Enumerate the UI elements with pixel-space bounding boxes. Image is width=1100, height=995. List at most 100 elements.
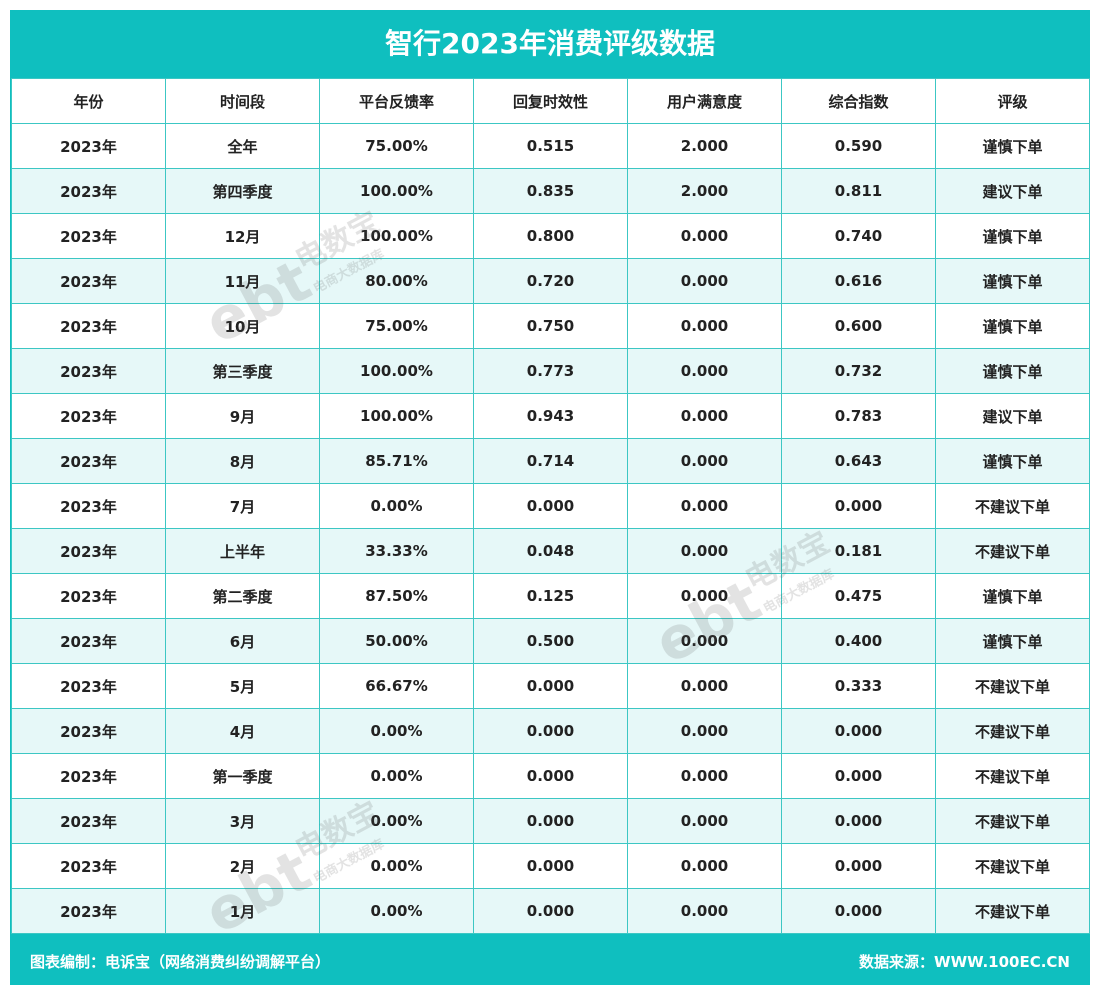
table-cell: 0.000: [627, 258, 782, 304]
column-header: 综合指数: [781, 78, 936, 124]
table-cell: 2023年: [11, 258, 166, 304]
table-cell: 87.50%: [319, 573, 474, 619]
table-cell: 0.000: [781, 753, 936, 799]
table-cell: 4月: [165, 708, 320, 754]
table-cell: 8月: [165, 438, 320, 484]
table-cell: 不建议下单: [935, 483, 1090, 529]
table-cell: 0.00%: [319, 888, 474, 934]
table-cell: 0.000: [473, 708, 628, 754]
table-cell: 0.000: [781, 483, 936, 529]
table-cell: 0.000: [627, 618, 782, 664]
table-cell: 7月: [165, 483, 320, 529]
table-cell: 不建议下单: [935, 843, 1090, 889]
table-row: 2023年 8月 85.71% 0.714 0.000 0.643 谨慎下单: [11, 438, 1090, 484]
table-header-row: 年份 时间段 平台反馈率 回复时效性 用户满意度 综合指数 评级: [11, 78, 1090, 124]
table-cell: 不建议下单: [935, 708, 1090, 754]
table-row: 2023年 11月 80.00% 0.720 0.000 0.616 谨慎下单: [11, 258, 1090, 304]
table-cell: 谨慎下单: [935, 348, 1090, 394]
table-cell: 0.048: [473, 528, 628, 574]
table-cell: 2023年: [11, 213, 166, 259]
table-cell: 85.71%: [319, 438, 474, 484]
footer-source: 数据来源：WWW.100EC.CN: [859, 953, 1070, 971]
table-cell: 0.800: [473, 213, 628, 259]
footer-credit: 图表编制：电诉宝（网络消费纠纷调解平台）: [30, 953, 331, 971]
table-cell: 80.00%: [319, 258, 474, 304]
table-cell: 0.000: [627, 888, 782, 934]
table-cell: 2023年: [11, 438, 166, 484]
column-header: 平台反馈率: [319, 78, 474, 124]
table-cell: 0.475: [781, 573, 936, 619]
column-header: 评级: [935, 78, 1090, 124]
table-cell: 75.00%: [319, 303, 474, 349]
column-header: 时间段: [165, 78, 320, 124]
table-cell: 0.720: [473, 258, 628, 304]
table-cell: 6月: [165, 618, 320, 664]
table-cell: 不建议下单: [935, 798, 1090, 844]
table-row: 2023年 10月 75.00% 0.750 0.000 0.600 谨慎下单: [11, 303, 1090, 349]
table-cell: 0.00%: [319, 708, 474, 754]
table-cell: 0.643: [781, 438, 936, 484]
table-cell: 2023年: [11, 663, 166, 709]
table-cell: 0.00%: [319, 843, 474, 889]
table-cell: 0.000: [627, 708, 782, 754]
table-cell: 2023年: [11, 618, 166, 664]
table-cell: 0.000: [473, 663, 628, 709]
table-cell: 2.000: [627, 123, 782, 169]
page-title: 智行2023年消费评级数据: [385, 27, 715, 60]
table-cell: 0.740: [781, 213, 936, 259]
table-cell: 第三季度: [165, 348, 320, 394]
table-row: 2023年 第二季度 87.50% 0.125 0.000 0.475 谨慎下单: [11, 573, 1090, 619]
table-cell: 5月: [165, 663, 320, 709]
table-row: 2023年 上半年 33.33% 0.048 0.000 0.181 不建议下单: [11, 528, 1090, 574]
table-cell: 0.000: [473, 798, 628, 844]
table-cell: 0.616: [781, 258, 936, 304]
table-row: 2023年 第三季度 100.00% 0.773 0.000 0.732 谨慎下单: [11, 348, 1090, 394]
table-cell: 0.000: [627, 843, 782, 889]
table-cell: 2023年: [11, 798, 166, 844]
table-cell: 全年: [165, 123, 320, 169]
table-cell: 0.000: [781, 888, 936, 934]
column-header: 年份: [11, 78, 166, 124]
table-cell: 100.00%: [319, 213, 474, 259]
footer: 图表编制：电诉宝（网络消费纠纷调解平台） 数据来源：WWW.100EC.CN: [10, 936, 1090, 985]
table-row: 2023年 3月 0.00% 0.000 0.000 0.000 不建议下单: [11, 798, 1090, 844]
table-cell: 2023年: [11, 528, 166, 574]
table-body: 2023年 全年 75.00% 0.515 2.000 0.590 谨慎下单 2023年 第四季…: [11, 123, 1090, 934]
table-cell: 75.00%: [319, 123, 474, 169]
table-cell: 建议下单: [935, 168, 1090, 214]
table-cell: 0.590: [781, 123, 936, 169]
table-cell: 10月: [165, 303, 320, 349]
table-cell: 0.000: [781, 708, 936, 754]
table-cell: 2023年: [11, 483, 166, 529]
table-cell: 谨慎下单: [935, 618, 1090, 664]
table-cell: 0.773: [473, 348, 628, 394]
table-cell: 第一季度: [165, 753, 320, 799]
table-cell: 0.750: [473, 303, 628, 349]
table-cell: 2023年: [11, 348, 166, 394]
table-cell: 不建议下单: [935, 753, 1090, 799]
table-cell: 上半年: [165, 528, 320, 574]
table-cell: 谨慎下单: [935, 123, 1090, 169]
table-cell: 33.33%: [319, 528, 474, 574]
table-cell: 第二季度: [165, 573, 320, 619]
table-cell: 2023年: [11, 393, 166, 439]
table-cell: 100.00%: [319, 168, 474, 214]
table-row: 2023年 1月 0.00% 0.000 0.000 0.000 不建议下单: [11, 888, 1090, 934]
table-cell: 50.00%: [319, 618, 474, 664]
table-row: 2023年 5月 66.67% 0.000 0.000 0.333 不建议下单: [11, 663, 1090, 709]
table-cell: 建议下单: [935, 393, 1090, 439]
table-cell: 66.67%: [319, 663, 474, 709]
table-cell: 不建议下单: [935, 528, 1090, 574]
table-cell: 2月: [165, 843, 320, 889]
table-cell: 0.000: [473, 753, 628, 799]
table-cell: 11月: [165, 258, 320, 304]
rating-table: 年份 时间段 平台反馈率 回复时效性 用户满意度 综合指数 评级 2023年 全年 75.00%…: [11, 78, 1090, 934]
table-cell: 100.00%: [319, 348, 474, 394]
table-cell: 0.000: [627, 483, 782, 529]
table-row: 2023年 全年 75.00% 0.515 2.000 0.590 谨慎下单: [11, 123, 1090, 169]
column-header: 用户满意度: [627, 78, 782, 124]
table-cell: 谨慎下单: [935, 303, 1090, 349]
table-cell: 0.00%: [319, 753, 474, 799]
table-row: 2023年 2月 0.00% 0.000 0.000 0.000 不建议下单: [11, 843, 1090, 889]
table-cell: 0.125: [473, 573, 628, 619]
